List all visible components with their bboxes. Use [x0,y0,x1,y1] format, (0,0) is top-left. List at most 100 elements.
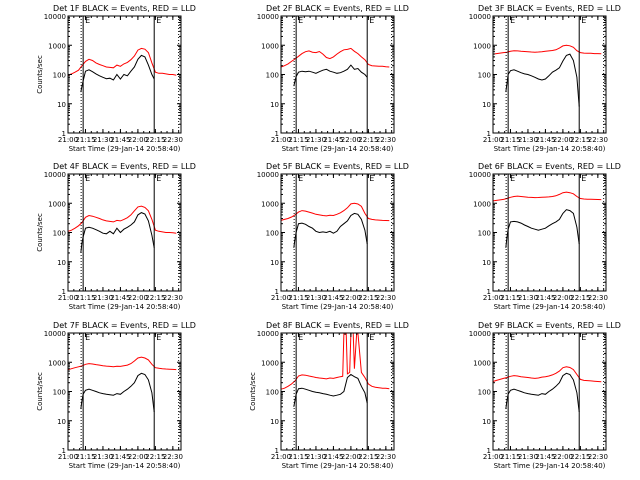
x-tick-label: 22:30 [163,453,183,461]
y-tick-label: 10 [270,418,279,426]
x-tick-label: 22:15 [358,453,378,461]
x-tick-label: 21:00 [58,294,78,302]
y-tick-label: 1000 [473,42,491,50]
annotation-e-2: E [156,174,161,183]
events-rate-line [505,209,580,248]
x-axis-label: Start Time (29-Jan-14 20:58:40) [494,303,606,311]
x-tick-label: 22:00 [553,453,573,461]
panel-title: Det 3F BLACK = Events, RED = LLD [478,4,621,13]
panel-title: Det 4F BLACK = Events, RED = LLD [53,162,196,171]
x-tick-label: 21:00 [271,294,291,302]
annotation-e-1: E [85,333,90,342]
x-tick-label: 21:00 [271,136,291,144]
x-axis-label: Start Time (29-Jan-14 20:58:40) [494,462,606,470]
events-rate-line [293,64,368,87]
x-tick-label: 22:00 [341,453,361,461]
y-tick-label: 1 [487,130,491,138]
y-tick-label: 1 [275,447,279,455]
y-axis-label: Counts/sec [249,372,257,411]
panel-title: Det 2F BLACK = Events, RED = LLD [266,4,409,13]
events-rate-line [505,372,580,412]
x-tick-label: 21:45 [535,136,555,144]
x-tick-label: 22:15 [570,136,590,144]
annotation-e-1: E [85,174,90,183]
x-tick-label: 21:00 [58,136,78,144]
x-axis-label: Start Time (29-Jan-14 20:58:40) [282,462,394,470]
x-tick-label: 21:15 [288,136,308,144]
x-tick-label: 22:30 [376,453,396,461]
x-tick-label: 21:30 [306,453,326,461]
x-axis-label: Start Time (29-Jan-14 20:58:40) [282,303,394,311]
annotation-e-1: E [85,16,90,25]
y-tick-label: 10 [270,259,279,267]
x-tick-label: 22:00 [553,136,573,144]
y-tick-label: 10 [482,101,491,109]
x-tick-label: 22:15 [570,453,590,461]
x-tick-label: 22:00 [341,294,361,302]
annotation-e-2: E [369,333,374,342]
panel-title: Det 6F BLACK = Events, RED = LLD [478,162,621,171]
y-tick-label: 10 [57,101,66,109]
x-tick-label: 21:15 [75,136,95,144]
y-tick-label: 1000 [473,200,491,208]
y-tick-label: 100 [478,72,491,80]
x-tick-label: 21:45 [110,136,130,144]
panel-title: Det 9F BLACK = Events, RED = LLD [478,321,621,330]
lld-rate-line [492,44,602,55]
annotation-e-1: E [510,333,515,342]
y-axis-label: Counts/sec [36,372,44,411]
annotation-e-1: E [510,174,515,183]
annotation-e-2: E [581,333,586,342]
events-rate-line [293,212,368,248]
y-tick-label: 10000 [469,330,491,338]
y-tick-label: 1 [275,130,279,138]
x-tick-label: 22:15 [145,136,165,144]
x-tick-label: 21:30 [518,453,538,461]
annotation-e-2: E [581,16,586,25]
x-tick-label: 21:15 [75,294,95,302]
annotation-e-1: E [510,16,515,25]
y-tick-label: 100 [478,230,491,238]
x-tick-label: 21:45 [323,136,343,144]
y-axis-label: Counts/sec [36,213,44,252]
y-tick-label: 10 [57,418,66,426]
x-tick-label: 21:15 [500,294,520,302]
y-tick-label: 1000 [261,359,279,367]
x-axis-label: Start Time (29-Jan-14 20:58:40) [494,145,606,153]
y-tick-label: 1 [487,288,491,296]
x-axis-label: Start Time (29-Jan-14 20:58:40) [69,303,181,311]
x-tick-label: 21:45 [535,453,555,461]
x-tick-label: 22:30 [163,136,183,144]
events-rate-line [505,53,580,107]
x-tick-label: 22:15 [358,294,378,302]
detector-panel-8: Det 8F BLACK = Events, RED = LLD E E 1 10 100… [249,321,409,470]
x-tick-label: 22:30 [376,294,396,302]
events-rate-line [293,373,368,407]
x-tick-label: 21:00 [58,453,78,461]
x-tick-label: 21:15 [288,294,308,302]
y-tick-label: 10000 [44,13,66,21]
x-tick-label: 22:30 [588,453,608,461]
events-rate-line [80,372,155,412]
x-tick-label: 21:30 [306,136,326,144]
annotation-e-2: E [369,16,374,25]
x-tick-label: 21:00 [483,294,503,302]
x-tick-label: 21:30 [93,136,113,144]
y-tick-label: 10000 [44,330,66,338]
annotation-e-2: E [156,16,161,25]
panel-grid: Det 1F BLACK = Events, RED = LLD E E 1 10 100… [36,4,621,470]
y-tick-label: 10000 [469,171,491,179]
y-tick-label: 1000 [48,200,66,208]
annotation-e-1: E [298,16,303,25]
lld-rate-line [280,47,390,68]
y-tick-label: 10000 [44,171,66,179]
x-axis-label: Start Time (29-Jan-14 20:58:40) [69,462,181,470]
lld-rate-line [280,202,390,222]
y-tick-label: 100 [53,72,66,80]
x-tick-label: 22:00 [128,136,148,144]
y-tick-label: 10 [482,259,491,267]
x-tick-label: 21:45 [323,453,343,461]
y-tick-label: 1000 [261,200,279,208]
x-tick-label: 21:15 [500,453,520,461]
